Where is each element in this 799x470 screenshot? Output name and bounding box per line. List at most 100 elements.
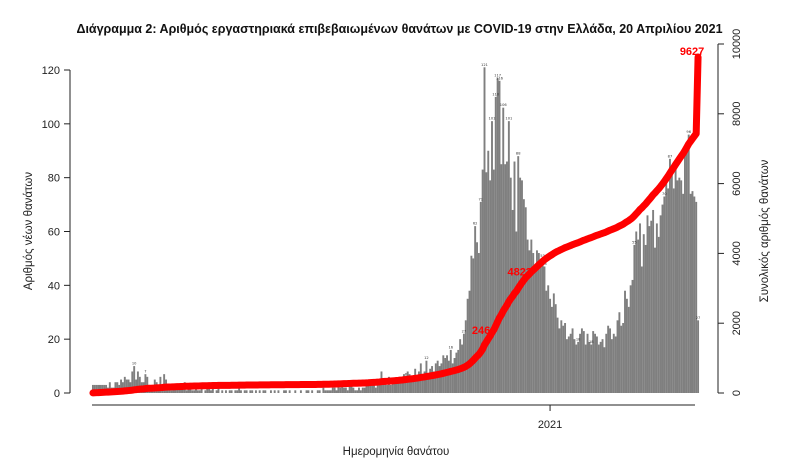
bar (470, 255, 473, 393)
bar-data-label: 7 (144, 370, 146, 374)
bar (674, 164, 677, 393)
bar (539, 266, 542, 393)
bar (507, 121, 510, 393)
bar (187, 387, 190, 393)
bar (170, 390, 173, 393)
bar (288, 390, 291, 393)
bar (487, 150, 490, 393)
bar (689, 193, 692, 393)
bar (423, 371, 426, 393)
bar (326, 390, 329, 393)
bar-data-label: 27 (462, 329, 467, 333)
bar (181, 387, 184, 393)
bar (133, 366, 136, 393)
bar (408, 374, 411, 393)
bar (358, 387, 360, 393)
bar (198, 390, 201, 393)
bar (607, 325, 610, 393)
bar (483, 67, 486, 393)
bar (530, 239, 533, 393)
bar (421, 374, 424, 393)
bar (367, 384, 370, 393)
bar (564, 323, 567, 393)
bar (249, 390, 252, 393)
bar (554, 304, 557, 393)
bar (189, 387, 192, 393)
bar (311, 390, 314, 393)
bar (114, 382, 117, 393)
bar-data-label: 27 (696, 316, 701, 320)
bar (485, 172, 488, 393)
bar (131, 371, 134, 393)
bar (477, 253, 480, 393)
bar (627, 306, 630, 393)
bar (299, 390, 302, 393)
bar-data-label: 16 (448, 345, 453, 349)
bar (672, 188, 675, 393)
bar (228, 390, 231, 393)
bar (479, 201, 482, 393)
bar (642, 234, 645, 393)
bar-data-label: 101 (489, 117, 496, 121)
bar (524, 207, 527, 393)
bar (603, 347, 606, 393)
bar (412, 376, 415, 393)
bar (378, 379, 381, 393)
bar (294, 390, 297, 393)
bar (451, 363, 454, 393)
bar-data-label: 62 (473, 222, 478, 226)
y2-axis-title: Συνολικός αριθμός θανάτων (759, 159, 771, 302)
bar (399, 376, 402, 393)
bar (384, 382, 387, 393)
bar (397, 382, 400, 393)
bar (549, 298, 552, 393)
bar (697, 320, 700, 393)
bar (545, 290, 548, 393)
bar (225, 390, 227, 393)
bar (283, 390, 285, 393)
bar (417, 371, 420, 393)
bar (138, 376, 141, 393)
bar (629, 285, 632, 393)
bar (565, 339, 568, 393)
bar (560, 320, 563, 393)
bar (573, 339, 576, 393)
bar (625, 298, 628, 393)
bar (211, 387, 214, 393)
bar (476, 242, 478, 393)
bar (537, 253, 540, 393)
chart-title: Διάγραμμα 2: Αριθμός εργαστηριακά επιβεβ… (76, 22, 723, 36)
bar (618, 312, 621, 393)
bar (506, 161, 508, 393)
bar (108, 382, 111, 393)
bar (440, 363, 443, 393)
bar (176, 387, 179, 393)
bar (633, 244, 636, 393)
bar (389, 384, 392, 393)
bar-data-label: 121 (481, 63, 488, 67)
bar (125, 379, 128, 393)
bar (504, 164, 507, 393)
bar-data-label: 18 (576, 337, 581, 341)
bar (206, 387, 209, 393)
bar-data-label: 117 (494, 74, 501, 78)
y2-tick-label: 0 (731, 390, 743, 396)
bar (601, 339, 604, 393)
bar (695, 201, 698, 393)
bar (648, 226, 651, 393)
bar (374, 387, 377, 393)
bar (595, 336, 598, 393)
bar (551, 306, 553, 393)
bar (331, 387, 334, 393)
bar (361, 387, 364, 393)
bar (481, 169, 484, 393)
bar (333, 387, 336, 393)
bar (691, 191, 694, 394)
bar (365, 384, 368, 393)
bar (180, 387, 182, 393)
bar (277, 390, 280, 393)
bar (659, 215, 662, 393)
bar-data-label: 10 (132, 362, 137, 366)
bar (605, 333, 608, 393)
